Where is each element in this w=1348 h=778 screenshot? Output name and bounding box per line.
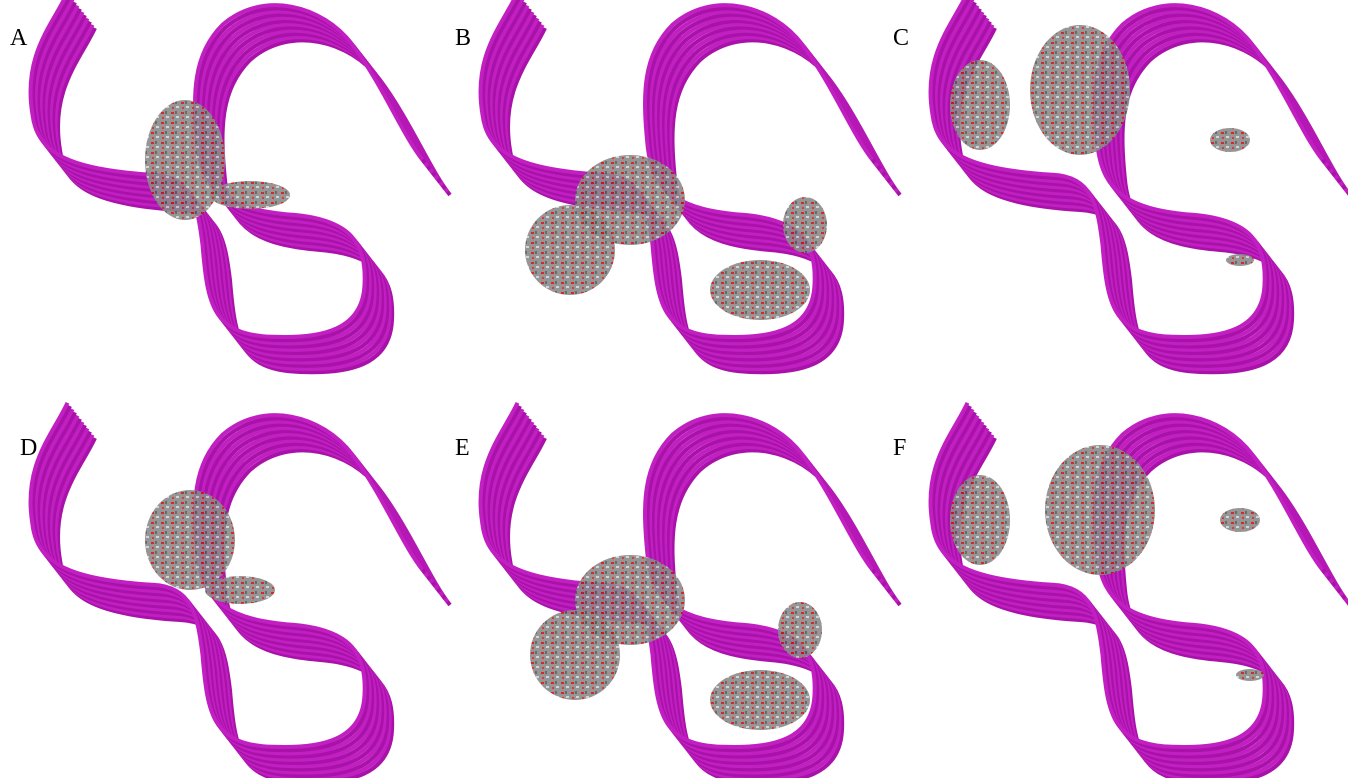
panel-label: C — [893, 25, 909, 51]
ligand-cluster — [783, 197, 827, 253]
panel — [31, 0, 450, 372]
panel-label: B — [455, 25, 471, 51]
fibril-image — [481, 403, 900, 778]
ligand-cluster — [778, 602, 822, 658]
ligand-cluster — [710, 670, 810, 730]
panels — [31, 0, 1348, 778]
panel — [481, 403, 900, 778]
ligand-cluster — [145, 100, 225, 220]
panel-label: F — [893, 435, 906, 461]
fibril-image — [481, 0, 900, 372]
ligand-cluster — [1210, 128, 1250, 152]
panel — [481, 0, 900, 372]
ligand-cluster — [1226, 254, 1254, 266]
panel — [931, 403, 1348, 778]
fibril-image — [931, 403, 1348, 778]
ligand-cluster — [1220, 508, 1260, 532]
ligand-cluster — [1045, 445, 1155, 575]
ligand-cluster — [210, 181, 290, 209]
ligand-cluster — [950, 60, 1010, 150]
panel — [31, 403, 450, 778]
panel-label: D — [20, 435, 37, 461]
panel-label: E — [455, 435, 470, 461]
panel — [931, 0, 1348, 372]
ligand-cluster — [1236, 669, 1264, 681]
ligand-cluster — [525, 205, 615, 295]
ligand-cluster — [530, 610, 620, 700]
ligand-cluster — [1030, 25, 1130, 155]
fibril-image — [931, 0, 1348, 372]
page: ABCDEF (() => { const data = JSON.parse(… — [0, 0, 1348, 778]
ligand-cluster — [205, 576, 275, 604]
ligand-cluster — [145, 490, 235, 590]
figure: A B C D E F — [0, 0, 1348, 778]
ligand-cluster — [710, 260, 810, 320]
panel-label: A — [10, 25, 28, 51]
ligand-cluster — [950, 475, 1010, 565]
